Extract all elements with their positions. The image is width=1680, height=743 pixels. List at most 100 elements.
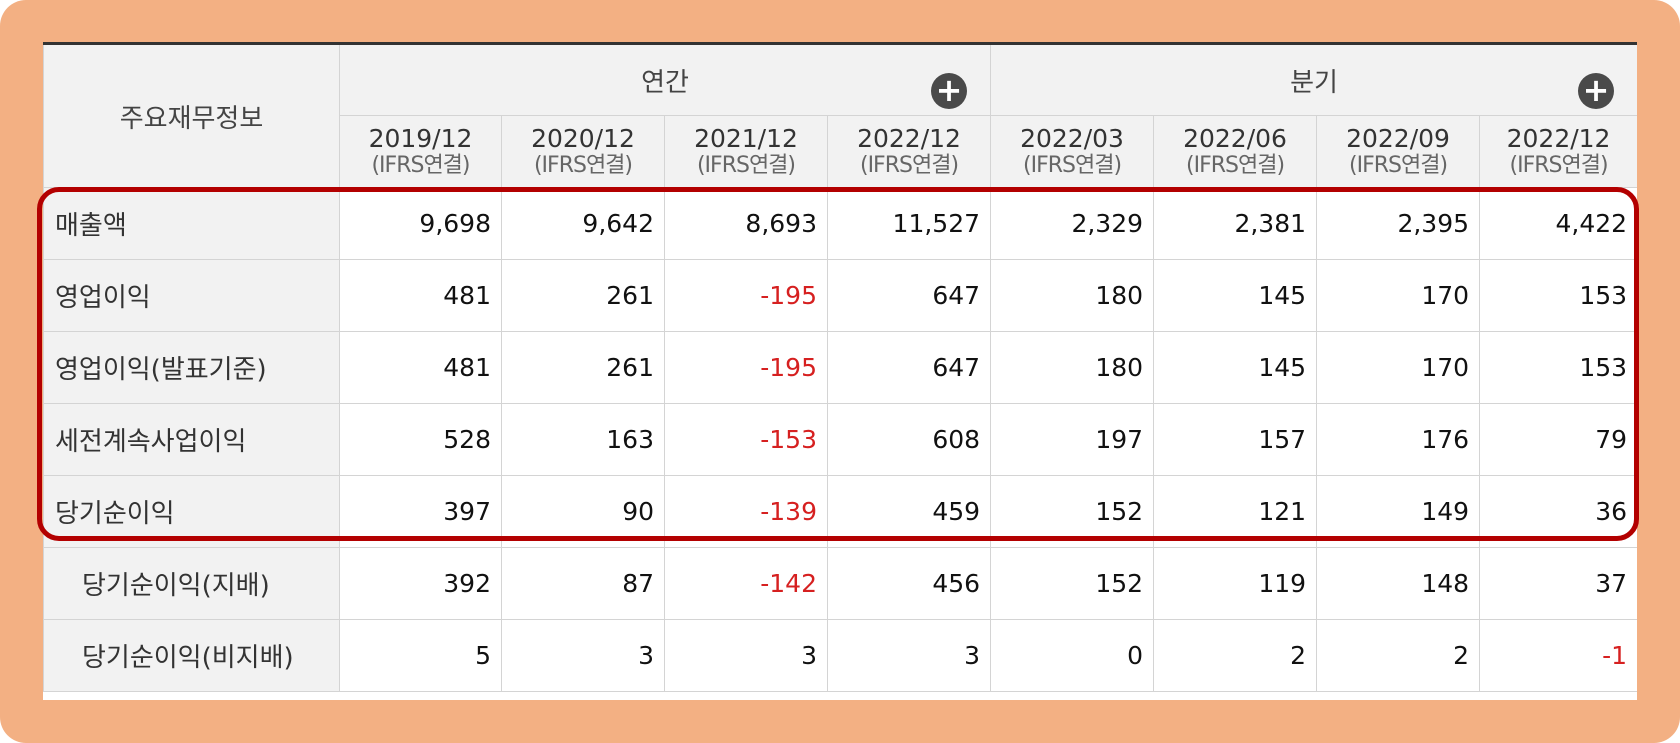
value-cell: 2,381 bbox=[1153, 187, 1318, 260]
period-type: (IFRS연결) bbox=[1509, 152, 1609, 178]
value-cell: 2,329 bbox=[990, 187, 1155, 260]
period-header: 2022/03 (IFRS연결) bbox=[990, 115, 1155, 188]
value-cell: 145 bbox=[1153, 331, 1318, 404]
value-cell: 8,693 bbox=[664, 187, 828, 260]
period-type: (IFRS연결) bbox=[1023, 152, 1122, 178]
value-cell: 197 bbox=[990, 403, 1155, 476]
row-label-pretax-income[interactable]: 세전계속사업이익 bbox=[43, 403, 340, 476]
period-date: 2022/09 bbox=[1346, 123, 1450, 153]
value-cell: 180 bbox=[990, 331, 1155, 404]
period-header: 2022/09 (IFRS연결) bbox=[1316, 115, 1481, 188]
period-header: 2020/12 (IFRS연결) bbox=[501, 115, 665, 188]
value-cell: 11,527 bbox=[826, 187, 992, 260]
value-cell: 170 bbox=[1316, 331, 1481, 404]
value-cell: 2,395 bbox=[1316, 187, 1481, 260]
value-cell: 459 bbox=[826, 475, 992, 548]
period-date: 2022/06 bbox=[1183, 123, 1287, 153]
financial-table-panel: 주요재무정보 연간 + 분기 + 2019/12 (IFRS연결) 2020/12… bbox=[43, 42, 1637, 700]
plus-circle-icon[interactable]: + bbox=[931, 73, 968, 109]
value-cell: 152 bbox=[990, 475, 1155, 548]
value-cell: 3 bbox=[664, 619, 828, 692]
value-cell: 180 bbox=[990, 259, 1155, 332]
table-row: 당기순이익(지배) 392 87 -142 456 152 119 148 37 bbox=[43, 547, 1637, 620]
value-cell: 2 bbox=[1153, 619, 1318, 692]
header-group-row: 주요재무정보 연간 + 분기 + bbox=[43, 43, 1637, 188]
group-header-quarterly: 분기 + bbox=[990, 43, 1637, 116]
value-cell: 149 bbox=[1316, 475, 1481, 548]
value-cell: 0 bbox=[990, 619, 1155, 692]
row-label-revenue[interactable]: 매출액 bbox=[43, 187, 340, 260]
value-cell: 456 bbox=[826, 547, 992, 620]
header-period-row: 2019/12 (IFRS연결) 2020/12 (IFRS연결) 2021/12(… bbox=[44, 115, 1637, 188]
value-cell: 261 bbox=[501, 331, 665, 404]
value-cell: 145 bbox=[1153, 259, 1318, 332]
table-row: 영업이익 481 261 -195 647 180 145 170 153 bbox=[43, 259, 1637, 332]
value-cell: 2 bbox=[1316, 619, 1481, 692]
period-type: (IFRS연결) bbox=[859, 152, 959, 178]
table-row: 당기순이익(비지배) 5 3 3 3 0 2 2 -1 bbox=[43, 619, 1637, 692]
value-cell: 261 bbox=[501, 259, 665, 332]
table-row: 당기순이익 397 90 -139 459 152 121 149 36 bbox=[43, 475, 1637, 548]
value-cell: -1 bbox=[1479, 619, 1637, 692]
value-cell: 87 bbox=[501, 547, 665, 620]
financial-summary-table: 주요재무정보 연간 + 분기 + 2019/12 (IFRS연결) 2020/12… bbox=[43, 42, 1637, 692]
value-cell: -139 bbox=[664, 475, 828, 548]
period-header: 2022/12 (IFRS연결) bbox=[1479, 115, 1637, 188]
value-cell: 9,642 bbox=[501, 187, 665, 260]
table-row: 매출액 9,698 9,642 8,693 11,527 2,329 2,381… bbox=[43, 187, 1637, 260]
value-cell: 5 bbox=[339, 619, 502, 692]
value-cell: 647 bbox=[826, 331, 992, 404]
value-cell: 152 bbox=[990, 547, 1155, 620]
row-label-net-income-noncontrolling[interactable]: 당기순이익(비지배) bbox=[43, 619, 340, 692]
value-cell: 163 bbox=[501, 403, 665, 476]
period-type: (IFRS연결) bbox=[1349, 152, 1448, 178]
value-cell: 397 bbox=[339, 475, 502, 548]
value-cell: 392 bbox=[339, 547, 502, 620]
row-label-header: 주요재무정보 bbox=[43, 43, 340, 188]
value-cell: 36 bbox=[1479, 475, 1637, 548]
period-type: (IFRS연결) bbox=[371, 152, 470, 178]
value-cell: 3 bbox=[501, 619, 665, 692]
plus-circle-icon[interactable]: + bbox=[1578, 73, 1615, 109]
group-label-annual: 연간 bbox=[641, 67, 689, 98]
group-header-annual: 연간 + bbox=[338, 43, 992, 116]
value-cell: 3 bbox=[826, 619, 992, 692]
value-cell: 37 bbox=[1479, 547, 1637, 620]
value-cell: 4,422 bbox=[1479, 187, 1637, 260]
period-header: 2019/12 (IFRS연결) bbox=[339, 115, 502, 188]
value-cell: 121 bbox=[1153, 475, 1318, 548]
value-cell: -195 bbox=[664, 331, 828, 404]
value-cell: 148 bbox=[1316, 547, 1481, 620]
row-label-operating-profit-announced[interactable]: 영업이익(발표기준) bbox=[43, 331, 340, 404]
period-type: (IFRS연결) bbox=[533, 152, 633, 178]
value-cell: 153 bbox=[1479, 259, 1637, 332]
value-cell: 608 bbox=[826, 403, 992, 476]
value-cell: 119 bbox=[1153, 547, 1318, 620]
row-label-net-income-controlling[interactable]: 당기순이익(지배) bbox=[43, 547, 340, 620]
table-row: 영업이익(발표기준) 481 261 -195 647 180 145 170 … bbox=[43, 331, 1637, 404]
period-type: (IFRS연결) bbox=[1186, 152, 1285, 178]
value-cell: 170 bbox=[1316, 259, 1481, 332]
period-header: 2022/06 (IFRS연결) bbox=[1153, 115, 1318, 188]
value-cell: 647 bbox=[826, 259, 992, 332]
value-cell: -153 bbox=[664, 403, 828, 476]
period-header: 2021/12 (IFRS연결) bbox=[664, 115, 828, 188]
value-cell: 176 bbox=[1316, 403, 1481, 476]
period-date: 2022/12 bbox=[857, 123, 961, 153]
period-date: 2020/12 bbox=[531, 123, 635, 153]
period-date: 2021/12 bbox=[694, 123, 798, 153]
row-label-net-income[interactable]: 당기순이익 bbox=[43, 475, 340, 548]
row-label-operating-profit[interactable]: 영업이익 bbox=[43, 259, 340, 332]
value-cell: 481 bbox=[339, 259, 502, 332]
period-date: 2019/12 bbox=[368, 123, 473, 153]
group-label-quarterly: 분기 bbox=[1290, 67, 1338, 98]
value-cell: 157 bbox=[1153, 403, 1318, 476]
value-cell: 9,698 bbox=[339, 187, 502, 260]
period-header: 2022/12 (IFRS연결) bbox=[826, 115, 992, 188]
value-cell: 153 bbox=[1479, 331, 1637, 404]
value-cell: 90 bbox=[501, 475, 665, 548]
table-row: 세전계속사업이익 528 163 -153 608 197 157 176 79 bbox=[43, 403, 1637, 476]
value-cell: -142 bbox=[664, 547, 828, 620]
value-cell: -195 bbox=[664, 259, 828, 332]
